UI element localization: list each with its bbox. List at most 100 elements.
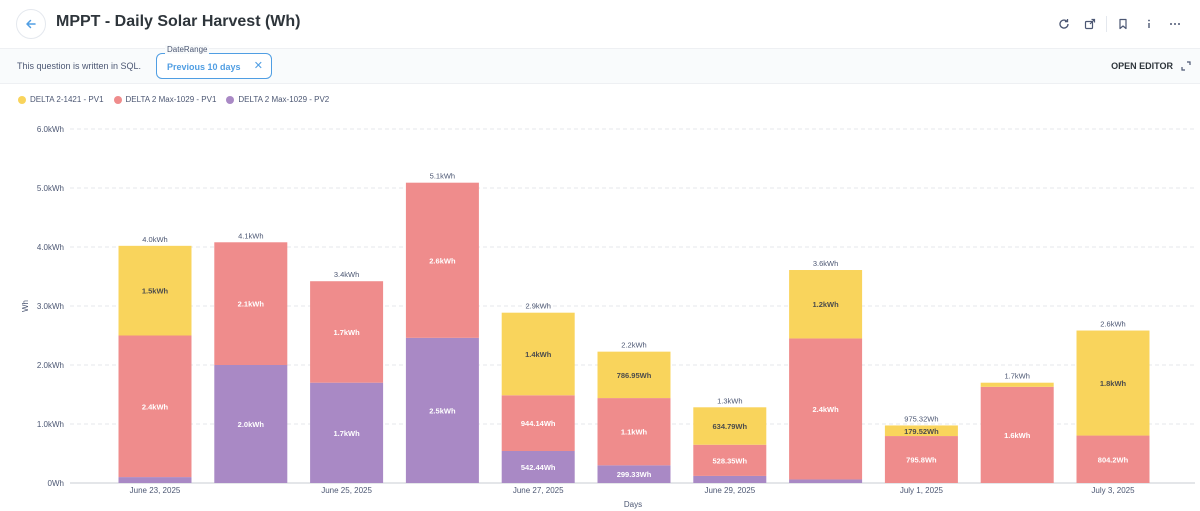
bar-segment[interactable] <box>693 444 767 476</box>
legend-item[interactable]: DELTA 2-1421 - PV1 <box>18 95 104 104</box>
bar-segment[interactable] <box>884 425 958 437</box>
bar-total-label: 2.2kWh <box>621 341 646 350</box>
x-tick-label: June 23, 2025 <box>130 486 181 495</box>
y-tick-label: 4.0kWh <box>37 243 64 252</box>
close-icon[interactable]: ✕ <box>253 60 263 72</box>
bar-segment[interactable] <box>693 407 767 445</box>
bar-segment[interactable] <box>597 351 671 399</box>
header-divider <box>1106 16 1107 32</box>
legend-swatch <box>113 95 122 104</box>
bar-segment[interactable] <box>214 365 288 483</box>
bar-segment[interactable] <box>214 242 288 365</box>
x-tick-label: July 1, 2025 <box>900 486 944 495</box>
legend-swatch <box>18 95 26 104</box>
share-button[interactable] <box>1077 15 1103 33</box>
x-tick-label: June 27, 2025 <box>513 486 564 495</box>
bar-segment[interactable] <box>501 450 575 483</box>
share-icon <box>1084 18 1096 30</box>
bookmark-icon <box>1119 18 1127 30</box>
legend-item[interactable]: DELTA 2 Max-1029 - PV1 <box>113 95 217 104</box>
bar-segment[interactable] <box>1076 435 1150 483</box>
bar-segment[interactable] <box>1076 330 1150 436</box>
bar-data-label: 528.35Wh <box>712 456 747 465</box>
bar-segment[interactable] <box>693 475 767 483</box>
bar-segment[interactable] <box>405 337 479 483</box>
bar-total-label: 3.6kWh <box>813 259 838 268</box>
filter-value: Previous 10 days <box>167 62 241 72</box>
bar-data-label: 944.14Wh <box>521 419 556 428</box>
y-tick-label: 6.0kWh <box>37 125 64 134</box>
bar-total-label: 1.3kWh <box>717 396 742 405</box>
y-axis-title: Wh <box>21 300 30 312</box>
bar-data-label: 804.2Wh <box>1098 455 1129 464</box>
chart-legend: DELTA 2-1421 - PV1 DELTA 2 Max-1029 - PV… <box>18 95 329 104</box>
legend-item[interactable]: DELTA 2 Max-1029 - PV2 <box>226 95 329 104</box>
bar-data-label: 1.5kWh <box>142 287 169 296</box>
filter-bar: This question is written in SQL. Previou… <box>0 45 1200 84</box>
header: MPPT - Daily Solar Harvest (Wh) <box>0 0 1200 48</box>
bar-total-label: 3.4kWh <box>334 270 359 279</box>
bar-data-label: 1.7kWh <box>333 328 360 337</box>
bar-data-label: 179.52Wh <box>904 427 939 436</box>
bookmark-button[interactable] <box>1110 15 1136 33</box>
back-button[interactable] <box>16 9 46 39</box>
bar-segment[interactable] <box>597 465 671 483</box>
y-tick-label: 5.0kWh <box>37 184 64 193</box>
date-range-filter[interactable]: Previous 10 days ✕ <box>156 53 272 79</box>
more-button[interactable] <box>1162 15 1188 33</box>
bar-data-label: 786.95Wh <box>617 371 652 380</box>
bar-data-label: 542.44Wh <box>521 463 556 472</box>
bar-segment[interactable] <box>597 398 671 466</box>
bar-total-label: 975.32Wh <box>904 414 938 423</box>
bar-total-label: 1.7kWh <box>1004 372 1029 381</box>
bar-data-label: 2.4kWh <box>812 405 839 414</box>
bar-segment[interactable] <box>789 479 863 483</box>
y-tick-label: 0Wh <box>48 479 64 488</box>
bar-segment[interactable] <box>405 182 479 338</box>
expand-icon <box>1181 61 1191 71</box>
legend-swatch <box>226 95 235 104</box>
bar-total-label: 5.1kWh <box>430 172 455 181</box>
page-title: MPPT - Daily Solar Harvest (Wh) <box>56 13 301 30</box>
bar-segment[interactable] <box>789 270 863 339</box>
bar-data-label: 2.0kWh <box>238 420 265 429</box>
bar-data-label: 2.4kWh <box>142 402 169 411</box>
bar-data-label: 2.5kWh <box>429 406 456 415</box>
info-button[interactable] <box>1136 15 1162 33</box>
header-actions <box>1051 15 1188 33</box>
stacked-bar-chart: 0Wh 1.0kWh 2.0kWh 3.0kWh 4.0kWh 5.0kWh 6.0kWh W… <box>21 125 1195 509</box>
bar-total-label: 2.9kWh <box>525 302 550 311</box>
bar-segment[interactable] <box>118 245 192 336</box>
x-tick-label: June 25, 2025 <box>321 486 372 495</box>
bar-data-label: 2.6kWh <box>429 256 456 265</box>
bar-segment[interactable] <box>118 335 192 478</box>
bar-segment[interactable] <box>884 436 958 483</box>
filter-label: DateRange <box>165 45 210 54</box>
bar-data-label: 1.8kWh <box>1100 379 1127 388</box>
bar-total-label: 4.0kWh <box>142 235 167 244</box>
bar-data-label: 1.7kWh <box>333 429 360 438</box>
x-tick-label: July 3, 2025 <box>1091 486 1135 495</box>
open-editor-button[interactable]: OPEN EDITOR <box>1111 61 1191 71</box>
info-icon <box>1148 19 1150 28</box>
arrow-left-icon <box>26 19 36 29</box>
y-tick-label: 3.0kWh <box>37 302 64 311</box>
bar-segment[interactable] <box>789 338 863 480</box>
bar-segment[interactable] <box>980 386 1054 483</box>
bar-segment[interactable] <box>501 312 575 396</box>
bar-segment[interactable] <box>310 382 384 483</box>
bar-data-label: 634.79Wh <box>712 422 747 431</box>
bar-total-label: 2.6kWh <box>1100 320 1125 329</box>
bar-segment[interactable] <box>980 382 1054 387</box>
bar-data-label: 2.1kWh <box>238 300 265 309</box>
refresh-button[interactable] <box>1051 15 1077 33</box>
bar-data-label: 795.8Wh <box>906 456 937 465</box>
bar-data-label: 299.33Wh <box>617 470 652 479</box>
x-tick-label: June 29, 2025 <box>704 486 755 495</box>
bar-segment[interactable] <box>118 477 192 483</box>
bar-segment[interactable] <box>310 281 384 383</box>
bar-segment[interactable] <box>501 395 575 451</box>
sql-note: This question is written in SQL. <box>17 61 142 71</box>
legend-label: DELTA 2 Max-1029 - PV1 <box>125 95 217 104</box>
bar-data-label: 1.1kWh <box>621 428 648 437</box>
